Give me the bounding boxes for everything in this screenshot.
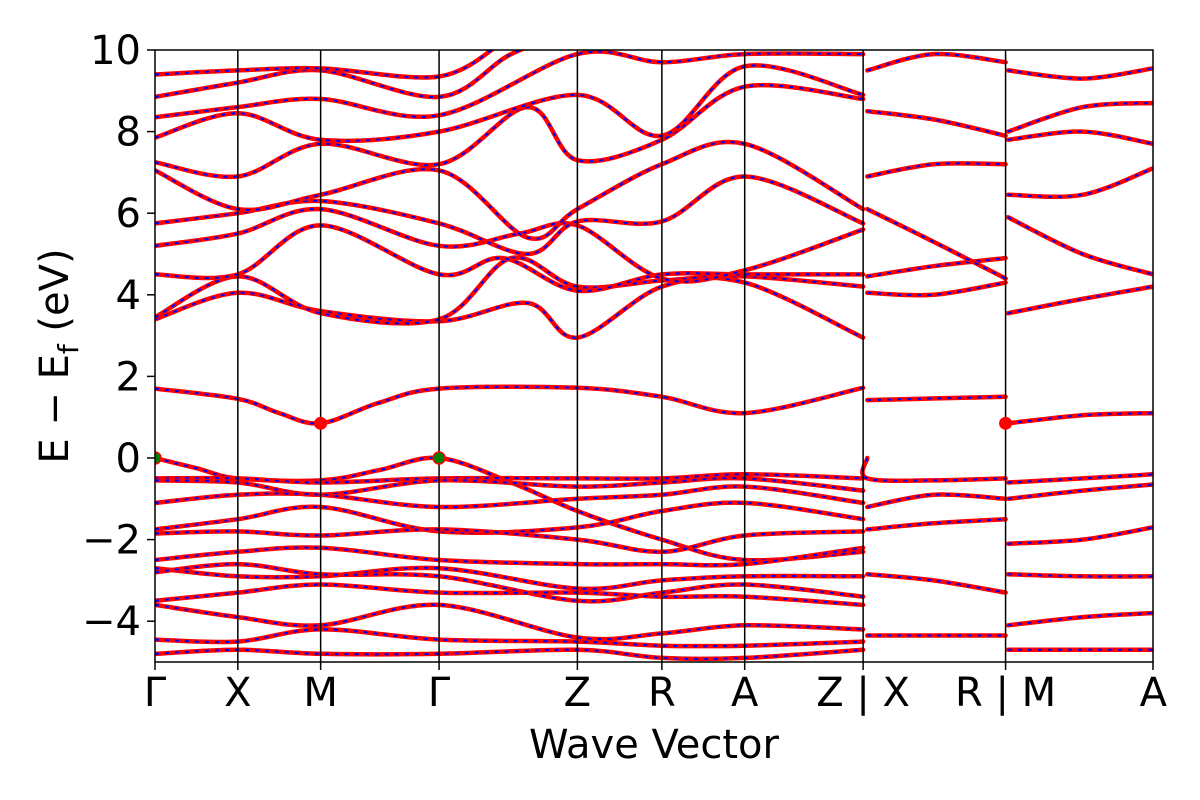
band-line (155, 527, 866, 555)
plot-frame (154, 49, 1154, 663)
band-line-dashed (1007, 67, 1153, 80)
band-line (155, 602, 866, 642)
band-line (1005, 610, 1153, 628)
band-line-dashed (155, 473, 864, 484)
x-tick-label: A (1140, 670, 1168, 716)
band-line-dashed (155, 385, 864, 425)
x-tick-label: M (303, 670, 338, 716)
x-tick-label: Γ (144, 670, 167, 716)
x-tick-label: Γ (428, 670, 451, 716)
vbm-marker (432, 451, 446, 465)
high-symmetry-lines (237, 50, 1007, 662)
band-line-dashed (867, 395, 1006, 402)
cbm-marker (999, 416, 1013, 430)
band-line-dashed (155, 141, 864, 240)
band-line (1005, 472, 1153, 485)
band-line (1005, 572, 1153, 579)
y-tick-label: 10 (90, 28, 141, 74)
band-line-dashed (867, 162, 1006, 178)
x-axis-label: Wave Vector (529, 722, 780, 768)
y-tick-label: 0 (116, 436, 141, 482)
y-axis-ticks: −4 −2 0 2 4 6 8 10 (82, 28, 155, 645)
y-tick-label: 6 (116, 191, 141, 237)
band-line (1005, 410, 1153, 426)
x-tick-label: Z (564, 670, 591, 716)
x-tick-label: A (731, 670, 759, 716)
band-line-dashed (867, 493, 1006, 508)
y-tick-label: 4 (116, 273, 141, 319)
band-line (1005, 482, 1153, 502)
band-line (155, 565, 866, 592)
y-axis-label-subscript: f (52, 343, 85, 354)
band-line (155, 561, 866, 604)
band-line-dashed (155, 84, 864, 178)
band-line-dashed (866, 208, 1007, 280)
x-tick-label: R | M (955, 670, 1056, 716)
x-tick-label: Z | X (816, 670, 910, 716)
band-line-dashed (867, 573, 1006, 594)
band-line-dashed (867, 110, 1006, 137)
x-axis-ticks: Γ X M Γ Z R A Z | X R | M A (144, 662, 1168, 716)
y-axis-label-unit: (eV) (32, 248, 78, 344)
x-tick-label: X (224, 670, 251, 716)
band-line-dashed (1008, 526, 1153, 545)
energy-bands (155, 50, 1153, 662)
band-line-dashed (867, 281, 1006, 297)
band-line-dashed (1008, 167, 1153, 198)
band-line-dashed (867, 518, 1006, 531)
band-line-dashed (155, 224, 864, 292)
band-line (155, 582, 866, 608)
cbm-marker (314, 416, 328, 430)
vbm-marker (155, 451, 162, 465)
band-line-dashed (1007, 285, 1153, 315)
y-tick-label: −4 (82, 599, 141, 645)
band-line-dashed (1007, 216, 1153, 276)
band-line-dashed (1007, 102, 1153, 133)
x-tick-label: R (648, 670, 676, 716)
y-tick-label: −2 (82, 518, 141, 564)
band-line (155, 50, 866, 120)
y-axis-label: E − Ef (eV) (32, 248, 85, 463)
band-edge-markers (155, 416, 1013, 465)
y-tick-label: 8 (116, 110, 141, 156)
band-line-dashed (155, 276, 864, 339)
band-line (865, 51, 1008, 73)
band-line-dashed (867, 257, 1006, 278)
band-line (155, 627, 866, 649)
y-tick-label: 2 (116, 354, 141, 400)
band-line (155, 475, 866, 497)
band-line-dashed (1007, 130, 1153, 145)
y-axis-label-main: E − E (32, 354, 78, 464)
band-line (155, 647, 866, 662)
band-line (155, 484, 866, 510)
band-line (155, 50, 527, 100)
band-line-dashed (155, 64, 864, 142)
band-line (155, 545, 866, 568)
